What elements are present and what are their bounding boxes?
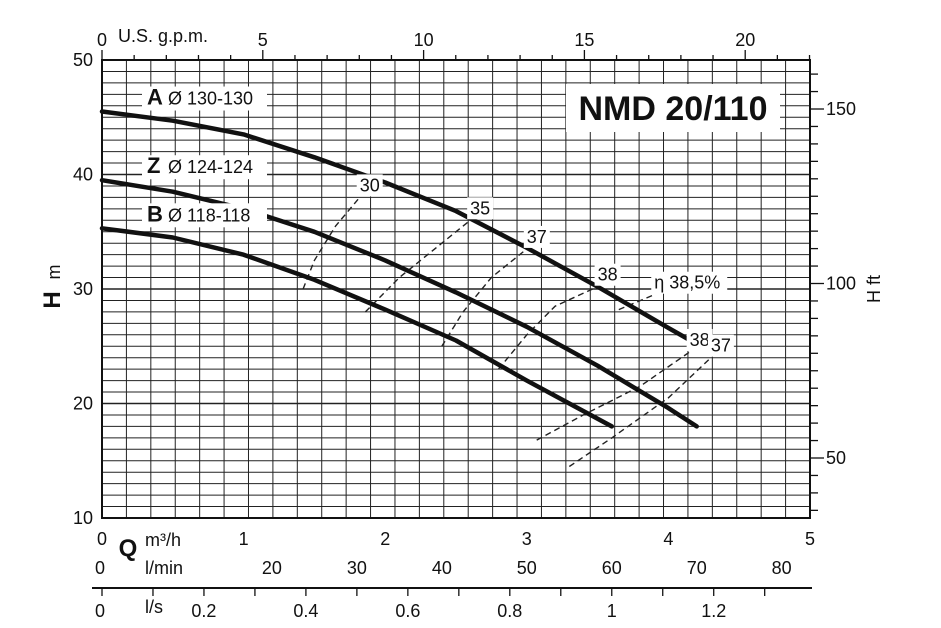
x-tick-label-ls: 0 [95,601,105,621]
curve-A [99,109,699,347]
x-tick-label-gpm: 20 [735,30,755,50]
efficiency-label: η 38,5% [654,273,720,293]
efficiency-label: 37 [711,336,731,356]
x-axis-unit-gpm: U.S. g.p.m. [118,26,208,46]
efficiency-curve [618,294,655,311]
efficiency-label: 35 [470,198,490,218]
x-tick-label-gpm: 10 [414,30,434,50]
x-tick-label-gpm: 0 [97,30,107,50]
y-tick-label: 50 [73,50,93,70]
efficiency-curve [568,357,712,468]
x-tick-label-m3h: 0 [97,529,107,549]
efficiency-curve [497,286,598,370]
efficiency-curve [441,248,528,347]
efficiency-curve [536,351,690,441]
title-box: NMD 20/110 [566,84,780,132]
x-tick-label-lmin: 50 [517,558,537,578]
x-tick-label-m3h: 3 [522,529,532,549]
y-right-tick-label: 50 [826,448,846,468]
x-tick-label-lmin: 60 [602,558,622,578]
efficiency-label: 38 [598,265,618,285]
x-tick-label-ls: 0.8 [497,601,522,621]
efficiency-label-bg [594,263,621,286]
y-tick-label: 40 [73,165,93,185]
x-tick-label-lmin: 80 [772,558,792,578]
efficiency-label-bg [651,271,728,294]
x-axis-unit-ls: l/s [145,597,163,617]
x-axis-unit-lmin: l/min [145,558,183,578]
curve-diameter-A: Ø 130-130 [168,89,253,109]
y-tick-label: 30 [73,279,93,299]
x-tick-label-ls: 0.4 [293,601,318,621]
efficiency-label: 38 [690,330,710,350]
efficiency-label: 30 [360,175,380,195]
efficiency-label-bg [523,225,550,248]
curve-diameter-Z: Ø 124-124 [168,157,253,177]
efficiency-curve [364,219,471,313]
y-right-tick-label: 150 [826,99,856,119]
x-tick-label-m3h: 5 [805,529,815,549]
x-tick-label-lmin: 30 [347,558,367,578]
curve-B [99,226,615,429]
x-tick-label-m3h: 1 [239,529,249,549]
curve-label-bg [142,203,267,228]
x-axis-unit: m³/h [145,530,181,550]
x-tick-label-ls: 1.2 [701,601,726,621]
y-tick-label: 10 [73,508,93,528]
x-tick-label-gpm: 5 [258,30,268,50]
x-tick-label-lmin: 20 [262,558,282,578]
x-tick-label-ls: 0.6 [395,601,420,621]
efficiency-label: 37 [527,227,547,247]
x-tick-label-ls: 0.2 [191,601,216,621]
x-tick-label-m3h: 4 [663,529,673,549]
y-axis-label-right: H ft [864,275,884,303]
x-tick-label-lmin: 0 [95,558,105,578]
x-tick-label-lmin: 70 [687,558,707,578]
efficiency-label-bg [356,174,383,197]
curve-letter-B: B [147,201,163,226]
y-axis-label-left: H m [39,265,66,309]
performance-curves [99,109,699,429]
efficiency-curve [302,196,361,290]
efficiency-curves [302,196,712,468]
y-axis-letter: H [39,291,66,308]
x-axis-letter: Q [119,535,138,562]
x-tick-label-ls: 1 [607,601,617,621]
x-tick-label-m3h: 2 [380,529,390,549]
efficiency-label-bg [467,197,494,220]
efficiency-label-bg [686,328,713,351]
efficiency-label-bg [707,334,734,357]
y-axis-unit: m [44,265,64,280]
y-right-tick-label: 100 [826,274,856,294]
curve-letter-A: A [147,85,163,110]
x-tick-label-gpm: 15 [574,30,594,50]
curve-Z [99,177,699,429]
curve-letter-Z: Z [147,153,160,178]
chart-title: NMD 20/110 [579,90,768,128]
curve-diameter-B: Ø 118-118 [168,205,250,225]
curve-label-bg [142,86,267,111]
x-tick-label-lmin: 40 [432,558,452,578]
y-tick-label: 20 [73,394,93,414]
curve-label-bg [142,155,267,180]
